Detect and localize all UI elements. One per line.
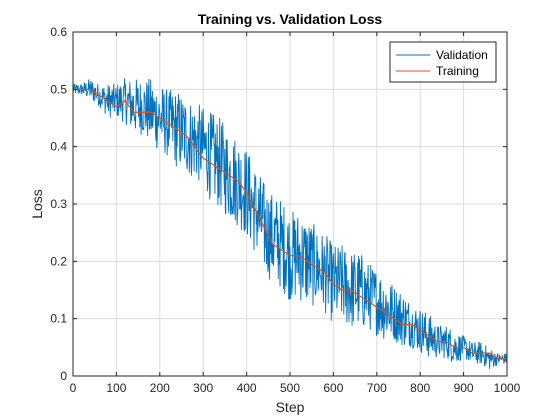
x-tick-label: 500 [280,381,300,395]
x-tick-label: 400 [237,381,257,395]
legend: Validation Training [389,41,497,83]
x-tick-label: 1000 [494,381,521,395]
legend-label-validation: Validation [436,48,488,62]
x-tick-label: 100 [106,381,126,395]
legend-label-training: Training [436,64,479,78]
y-tick-label: 0.3 [50,197,67,211]
x-tick-label: 900 [454,381,474,395]
y-axis-label: Loss [29,189,45,219]
y-tick-label: 0.1 [50,312,67,326]
series-line-validation [72,78,508,369]
x-tick-label: 600 [323,381,343,395]
y-tick-label: 0.6 [50,25,67,39]
x-axis-label: Step [276,399,305,415]
y-tick-label: 0.4 [50,140,67,154]
x-tick-label: 700 [367,381,387,395]
series-layer [72,78,508,369]
axis-ticks: 0 100 200 300 400 500 600 700 800 900 1000 0 0.1 0.2 0… [50,25,520,395]
x-tick-label: 200 [150,381,170,395]
series-line-training [73,88,507,360]
x-tick-label: 800 [410,381,430,395]
legend-box [389,41,497,83]
x-tick-label: 0 [70,381,77,395]
chart-title: Training vs. Validation Loss [198,11,383,27]
y-tick-label: 0 [60,369,67,383]
y-tick-label: 0.5 [50,82,67,96]
x-tick-label: 300 [193,381,213,395]
y-tick-label: 0.2 [50,254,67,268]
